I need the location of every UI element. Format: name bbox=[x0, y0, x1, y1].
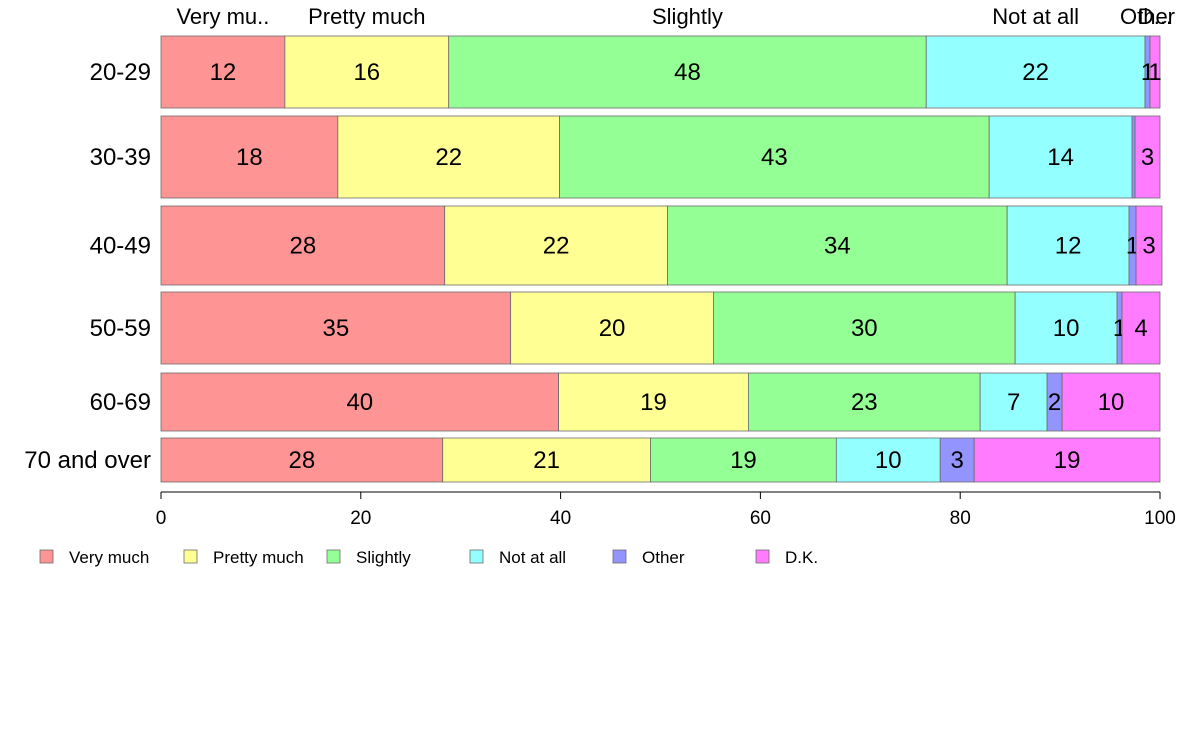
bar-segment bbox=[1134, 115, 1161, 199]
segment-value-label: 43 bbox=[761, 144, 788, 171]
x-axis: 0 20 40 60 80 100 bbox=[156, 491, 1176, 529]
segment-value-label: 10 bbox=[1098, 389, 1125, 416]
segment-value-label: 4 bbox=[1134, 315, 1147, 342]
bar-segment bbox=[925, 35, 1146, 109]
legend-label: Not at all bbox=[499, 548, 566, 567]
bar-segment bbox=[160, 372, 560, 432]
bar-segment bbox=[1149, 35, 1161, 109]
segment-value-label: 1 bbox=[1148, 59, 1161, 86]
x-tick-label: 100 bbox=[1144, 508, 1176, 529]
segment-value-label: 35 bbox=[322, 315, 349, 342]
legend-label: Very much bbox=[69, 548, 149, 567]
bar-segment bbox=[1135, 205, 1163, 286]
category-label: 30-39 bbox=[90, 144, 151, 171]
bar-segment bbox=[650, 437, 837, 483]
top-series-label: Very mu.. bbox=[176, 4, 269, 29]
bar-segment bbox=[160, 115, 339, 199]
bar-segment bbox=[979, 372, 1048, 432]
x-tick-label: 80 bbox=[950, 508, 971, 529]
segment-value-label: 22 bbox=[1022, 59, 1049, 86]
bar-segment bbox=[337, 115, 561, 199]
segment-value-label: 18 bbox=[236, 144, 263, 171]
legend: Very much Pretty much Slightly Not at all Ot… bbox=[39, 548, 818, 567]
bar-segment bbox=[442, 437, 651, 483]
segment-value-label: 16 bbox=[353, 59, 380, 86]
bar-segment bbox=[1131, 115, 1136, 199]
bar-segment bbox=[667, 205, 1008, 286]
segment-value-label: 23 bbox=[851, 389, 878, 416]
segment-value-label: 2 bbox=[1048, 389, 1061, 416]
legend-label: D.K. bbox=[785, 548, 818, 567]
bar-segment bbox=[160, 437, 444, 483]
bar-segment bbox=[748, 372, 981, 432]
segment-value-label: 3 bbox=[951, 447, 964, 474]
x-tick-label: 40 bbox=[550, 508, 571, 529]
legend-swatch bbox=[326, 549, 341, 564]
bar-segment bbox=[1061, 372, 1161, 432]
segment-value-label: 28 bbox=[290, 233, 317, 260]
top-series-label: D... bbox=[1138, 4, 1172, 29]
segment-value-label: 19 bbox=[1054, 447, 1081, 474]
legend-label: Other bbox=[642, 548, 685, 567]
segment-value-label: 12 bbox=[210, 59, 237, 86]
segment-value-label: 48 bbox=[674, 59, 701, 86]
category-label: 20-29 bbox=[90, 59, 151, 86]
segment-value-label: 10 bbox=[875, 447, 902, 474]
legend-swatch bbox=[755, 549, 770, 564]
bar-segment bbox=[160, 291, 512, 365]
x-tick-label: 20 bbox=[350, 508, 371, 529]
bar-segment bbox=[284, 35, 450, 109]
top-series-label: Slightly bbox=[652, 4, 723, 29]
category-label: 50-59 bbox=[90, 315, 151, 342]
segment-value-label: 20 bbox=[599, 315, 626, 342]
segment-value-label: 21 bbox=[533, 447, 560, 474]
bar-segment bbox=[973, 437, 1161, 483]
bar-segment bbox=[559, 115, 990, 199]
segment-value-label: 7 bbox=[1007, 389, 1020, 416]
legend-swatch bbox=[183, 549, 198, 564]
segment-value-label: 22 bbox=[543, 233, 570, 260]
top-labels-group: Very mu.. Pretty much Slightly Not at all Ot… bbox=[176, 4, 1175, 29]
legend-swatch bbox=[612, 549, 627, 564]
category-label: 60-69 bbox=[90, 389, 151, 416]
segment-value-label: 14 bbox=[1047, 144, 1074, 171]
legend-label: Slightly bbox=[356, 548, 411, 567]
bar-segment bbox=[558, 372, 749, 432]
category-labels-group: 20-29 30-39 40-49 50-59 60-69 70 and over bbox=[24, 59, 151, 474]
bar-segment bbox=[1006, 205, 1130, 286]
category-label: 70 and over bbox=[24, 447, 151, 474]
segment-value-label: 3 bbox=[1142, 233, 1155, 260]
legend-swatch bbox=[469, 549, 484, 564]
bar-segment bbox=[160, 35, 286, 109]
bar-segment bbox=[835, 437, 941, 483]
top-series-label: Other bbox=[1120, 4, 1175, 29]
bar-segment bbox=[448, 35, 927, 109]
bar-segment bbox=[160, 205, 446, 286]
x-tick-label: 60 bbox=[750, 508, 771, 529]
top-series-label: Pretty much bbox=[308, 4, 425, 29]
bar-segment bbox=[444, 205, 668, 286]
segment-value-label: 19 bbox=[640, 389, 667, 416]
segment-value-label: 19 bbox=[730, 447, 757, 474]
legend-swatch bbox=[39, 549, 54, 564]
segment-value-label: 40 bbox=[346, 389, 373, 416]
category-label: 40-49 bbox=[90, 233, 151, 260]
top-series-label: Not at all bbox=[992, 4, 1079, 29]
bar-segment bbox=[939, 437, 975, 483]
segment-value-label: 34 bbox=[824, 233, 851, 260]
bar-segment bbox=[1014, 291, 1118, 365]
segment-value-label: 22 bbox=[435, 144, 462, 171]
x-tick-label: 0 bbox=[156, 508, 167, 529]
segment-value-label: 12 bbox=[1055, 233, 1082, 260]
segment-value-label: 3 bbox=[1141, 144, 1154, 171]
segment-value-label: 10 bbox=[1053, 315, 1080, 342]
segment-value-label: 28 bbox=[289, 447, 316, 474]
segment-value-label: 30 bbox=[851, 315, 878, 342]
bar-segment bbox=[1121, 291, 1161, 365]
bar-segment bbox=[713, 291, 1016, 365]
legend-label: Pretty much bbox=[213, 548, 304, 567]
